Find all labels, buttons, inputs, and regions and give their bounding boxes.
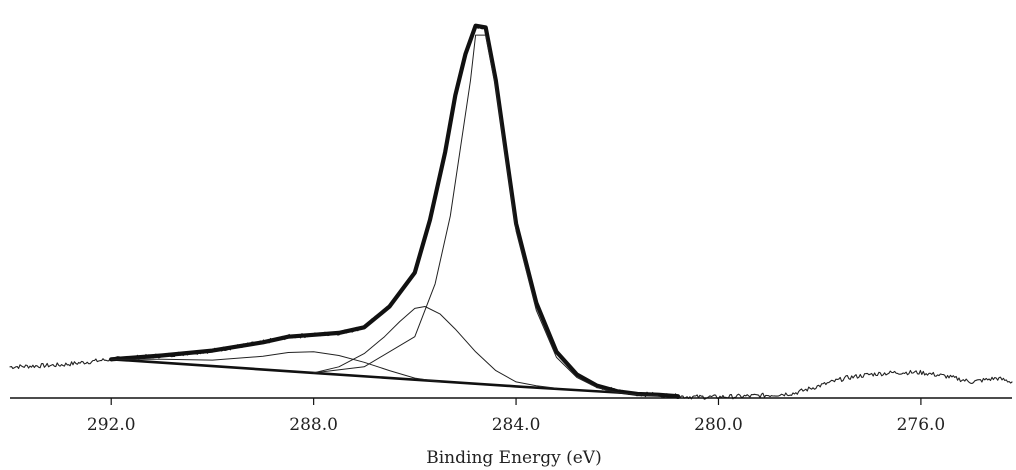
x-tick-label: 292.0 [87,415,136,435]
component-peak-curve-4 [313,306,557,389]
x-axis-title: Binding Energy (eV) [426,448,601,468]
x-tick-label: 288.0 [289,415,338,435]
raw-spectrum-curve-0 [9,25,1013,400]
x-tick-label: 276.0 [897,415,946,435]
x-tick-label: 284.0 [492,415,541,435]
spectrum-curves [9,23,1013,400]
x-tick-label: 280.0 [694,415,743,435]
background-curve-2 [109,358,680,398]
fit-envelope-curve-1 [109,23,681,399]
component-peak-curve-3 [313,34,659,396]
x-axis-ticks: 292.0 288.0 284.0 280.0 276.0 [87,398,945,435]
component-peak-curve-5 [110,351,441,383]
